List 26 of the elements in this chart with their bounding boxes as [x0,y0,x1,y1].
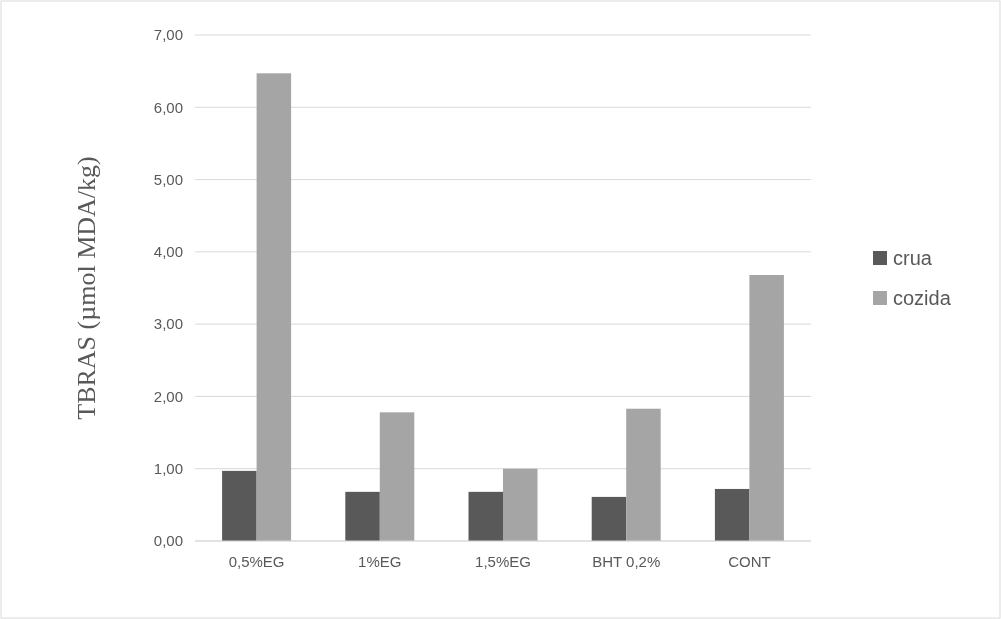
y-tick-label: 3,00 [153,315,183,333]
x-tick-label: 0,5%EG [228,553,285,570]
y-tick-label: 6,00 [153,98,183,116]
y-tick-label: 5,00 [153,170,183,188]
bar [345,491,380,541]
bar [749,274,784,541]
bar [379,412,415,541]
y-tick-label: 4,00 [153,243,183,261]
x-tick-label: CONT [728,553,771,570]
bar [626,408,661,541]
bar [256,73,292,541]
y-tick-label: 0,00 [153,532,183,550]
y-axis-title: TBRAS (µmol MDA/kg) [72,156,101,420]
legend-label: cozida [893,287,952,309]
bar [591,496,627,541]
y-tick-label: 7,00 [153,26,183,44]
y-tick-label: 2,00 [153,387,183,405]
x-tick-label: 1%EG [358,553,402,570]
bar [503,468,538,541]
bar [222,470,257,541]
bar [714,488,750,541]
x-tick-label: BHT 0,2% [592,553,661,570]
legend-label: crua [893,247,933,269]
x-tick-label: 1,5%EG [475,553,531,570]
y-tick-label: 1,00 [153,459,183,477]
bar [468,491,503,541]
